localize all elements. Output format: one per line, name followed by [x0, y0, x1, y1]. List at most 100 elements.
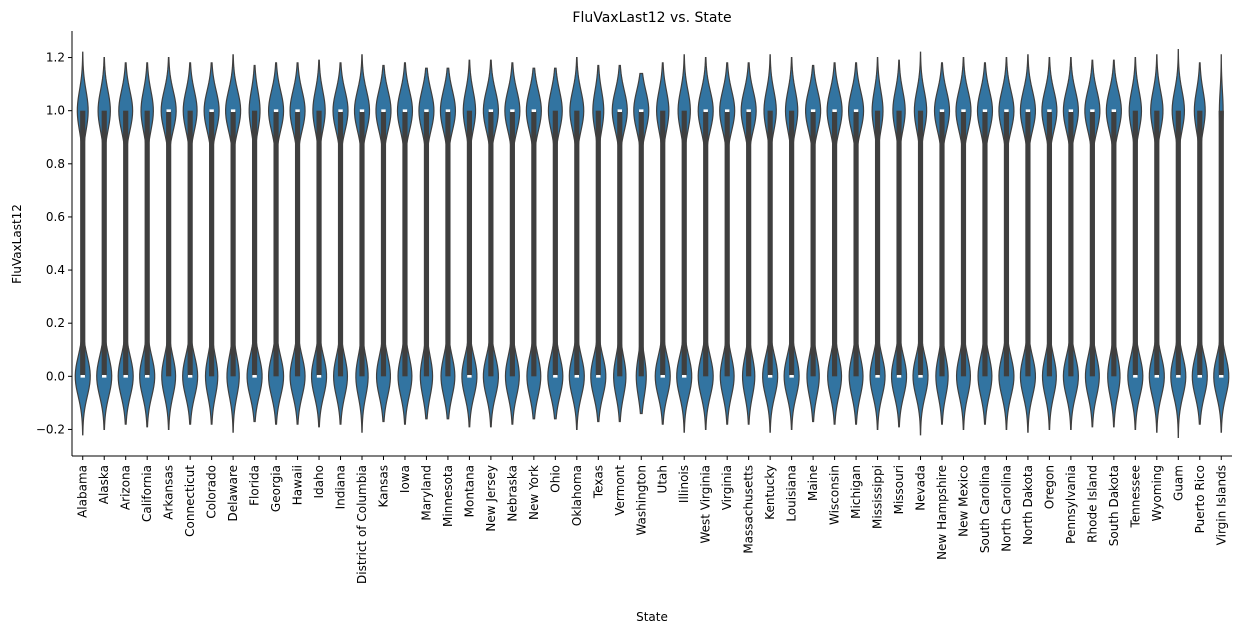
- y-tick-label: 1.2: [46, 51, 65, 65]
- x-tick-label: Connecticut: [183, 465, 197, 537]
- x-tick-label: Virginia: [720, 465, 734, 510]
- x-tick-label: Guam: [1171, 465, 1185, 501]
- median-marker: [1025, 109, 1031, 112]
- x-tick-label: Colorado: [205, 465, 219, 519]
- median-marker: [596, 375, 601, 378]
- x-tick-label: Missouri: [892, 465, 906, 514]
- violin-box: [789, 110, 795, 377]
- x-tick-label: Wisconsin: [828, 465, 842, 525]
- median-marker: [574, 375, 580, 378]
- x-tick-label: Puerto Rico: [1193, 465, 1207, 533]
- violin-box: [509, 110, 515, 377]
- x-tick-label: Wyoming: [1150, 465, 1164, 521]
- x-tick-label: North Carolina: [999, 465, 1013, 552]
- median-marker: [1154, 375, 1160, 378]
- x-tick-label: Pennsylvania: [1064, 465, 1078, 544]
- median-marker: [166, 109, 171, 112]
- median-marker: [273, 109, 279, 112]
- median-marker: [639, 109, 644, 112]
- violin-box: [1218, 110, 1224, 377]
- x-tick-label: Nevada: [914, 465, 928, 511]
- median-marker: [746, 109, 751, 112]
- violin-box: [1132, 110, 1138, 377]
- median-marker: [1004, 109, 1009, 112]
- violin-box: [767, 110, 773, 377]
- violin-box: [638, 110, 644, 377]
- x-tick-label: Massachusetts: [742, 465, 756, 554]
- x-tick-label: West Virginia: [699, 465, 713, 544]
- x-tick-label: Minnesota: [441, 465, 455, 527]
- violin-box: [531, 110, 537, 377]
- x-tick-label: Mississippi: [871, 465, 885, 529]
- violin-box: [316, 110, 322, 377]
- violin-box: [1025, 110, 1031, 377]
- x-tick-label: Florida: [248, 465, 262, 506]
- x-tick-label: New Hampshire: [935, 465, 949, 560]
- x-tick-label: District of Columbia: [355, 465, 369, 584]
- x-tick-label: Montana: [462, 465, 476, 517]
- violin-box: [337, 110, 344, 377]
- x-tick-label: South Carolina: [978, 465, 992, 553]
- violin-box: [166, 110, 172, 377]
- violin-box: [1003, 110, 1010, 377]
- x-tick-label: Delaware: [226, 465, 240, 522]
- median-marker: [724, 109, 730, 112]
- x-tick-label: Arizona: [119, 465, 133, 510]
- median-marker: [402, 109, 408, 112]
- median-marker: [810, 109, 816, 112]
- x-tick-label: Alabama: [76, 465, 90, 518]
- median-marker: [295, 109, 300, 112]
- violin-box: [1197, 110, 1203, 377]
- x-tick-label: Utah: [656, 465, 670, 493]
- x-tick-label: Maryland: [419, 465, 433, 521]
- median-marker: [445, 109, 451, 112]
- violin-box: [1046, 110, 1053, 377]
- violin-box: [80, 110, 86, 377]
- x-tick-label: Louisiana: [785, 465, 799, 522]
- violin-box: [144, 110, 150, 377]
- violin-box: [617, 110, 623, 377]
- violin-box: [681, 110, 687, 377]
- x-tick-label: Arkansas: [162, 465, 176, 520]
- median-marker: [1047, 109, 1052, 112]
- median-marker: [1197, 375, 1202, 378]
- x-tick-label: New Mexico: [956, 465, 970, 537]
- x-tick-label: Vermont: [613, 465, 627, 516]
- median-marker: [531, 109, 537, 112]
- median-marker: [144, 375, 150, 378]
- x-tick-label: Texas: [591, 465, 605, 499]
- violin-box: [187, 110, 193, 377]
- violin-box: [1089, 110, 1095, 377]
- x-tick-label: Kentucky: [763, 465, 777, 520]
- violin-box: [123, 110, 129, 377]
- x-tick-label: Ohio: [548, 465, 562, 493]
- median-marker: [961, 109, 966, 112]
- violin-box: [853, 110, 859, 377]
- violin-box: [660, 110, 666, 377]
- median-marker: [1090, 109, 1095, 112]
- y-tick-label: 1.0: [46, 104, 65, 118]
- violin-box: [423, 110, 430, 377]
- median-marker: [1111, 109, 1117, 112]
- x-tick-label: South Dakota: [1107, 465, 1121, 546]
- median-marker: [703, 109, 708, 112]
- median-marker: [80, 375, 85, 378]
- median-marker: [875, 375, 880, 378]
- y-tick-label: −0.2: [36, 422, 65, 436]
- x-tick-label: Tennessee: [1128, 465, 1142, 529]
- median-marker: [1133, 375, 1138, 378]
- median-marker: [918, 375, 923, 378]
- median-marker: [252, 375, 257, 378]
- median-marker: [187, 375, 193, 378]
- violin-box: [874, 110, 881, 377]
- violin-box: [466, 110, 473, 377]
- x-tick-label: Illinois: [677, 465, 691, 503]
- y-tick-label: 0.6: [46, 210, 65, 224]
- median-marker: [553, 375, 558, 378]
- median-marker: [424, 109, 429, 112]
- x-tick-label: California: [140, 465, 154, 522]
- median-marker: [832, 109, 837, 112]
- violin-box: [101, 110, 107, 377]
- median-marker: [660, 375, 665, 378]
